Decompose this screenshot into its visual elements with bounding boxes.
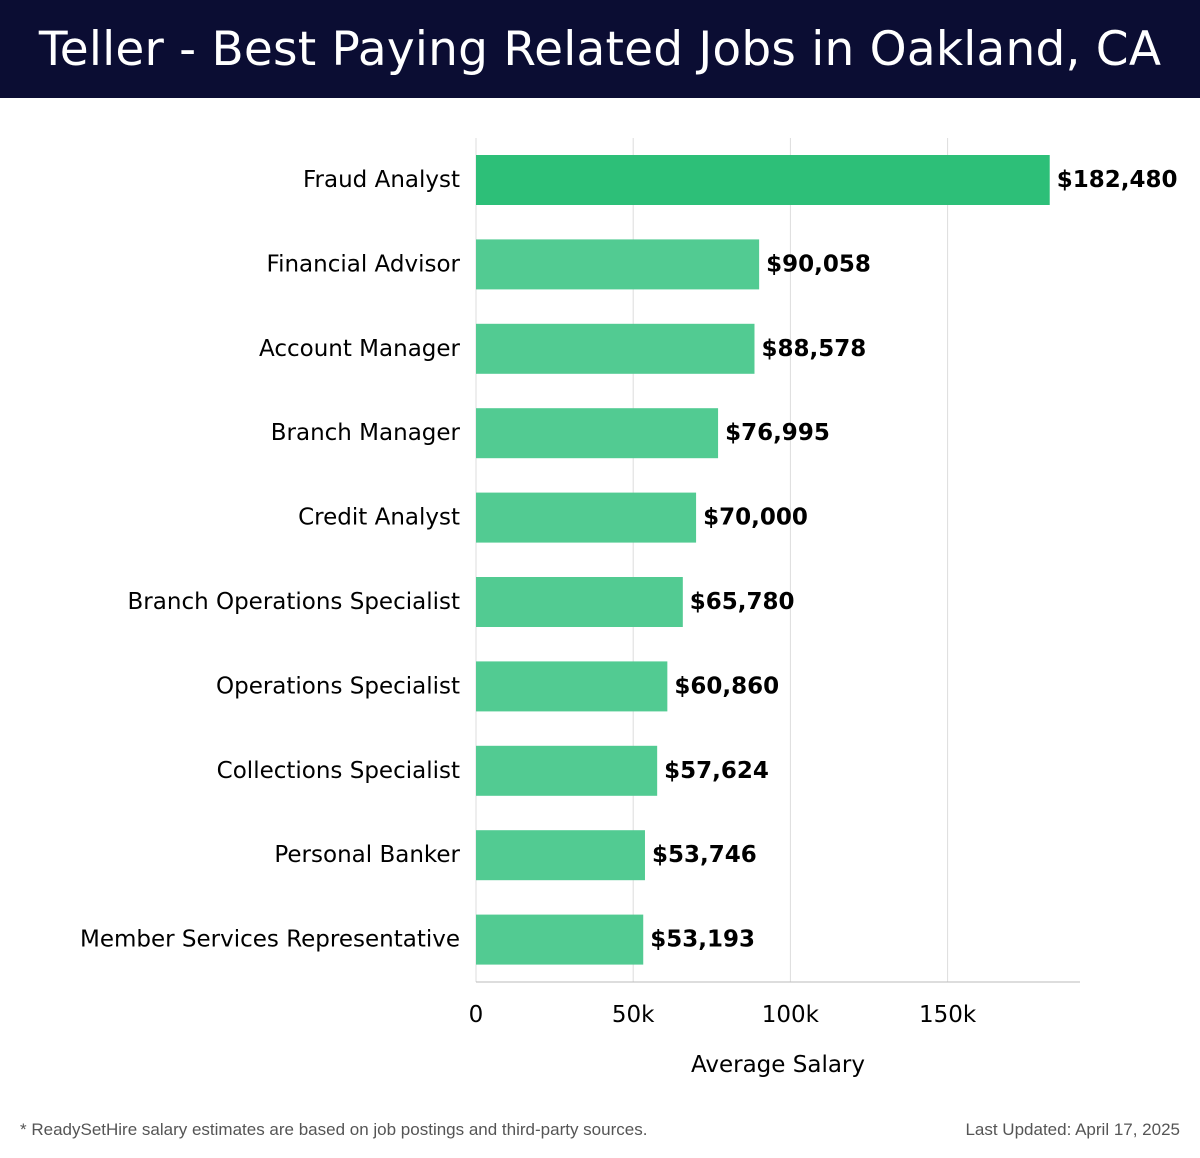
bar [476, 830, 645, 881]
category-label: Financial Advisor [267, 251, 461, 277]
value-label: $182,480 [1057, 167, 1178, 193]
value-label: $76,995 [725, 420, 830, 446]
value-label: $57,624 [664, 758, 769, 784]
bar [476, 155, 1050, 205]
last-updated: Last Updated: April 17, 2025 [965, 1120, 1180, 1139]
value-label: $88,578 [761, 336, 866, 362]
bar-chart: Fraud Analyst $182,480 Financial Advisor $9… [80, 138, 1178, 1078]
x-axis-title: Average Salary [691, 1052, 865, 1078]
chart-title: Teller - Best Paying Related Jobs in Oak… [38, 21, 1162, 77]
category-label: Member Services Representative [80, 927, 460, 953]
category-label: Credit Analyst [298, 505, 460, 531]
value-label: $90,058 [766, 251, 871, 277]
category-label: Branch Operations Specialist [128, 589, 460, 615]
value-label: $70,000 [703, 505, 808, 531]
bar [476, 323, 755, 374]
bar [476, 408, 719, 459]
footnote: * ReadySetHire salary estimates are base… [20, 1120, 648, 1139]
category-label: Account Manager [259, 336, 461, 362]
value-label: $60,860 [674, 673, 779, 699]
x-tick-label: 50k [612, 1002, 655, 1028]
x-tick-label: 150k [919, 1002, 977, 1028]
category-label: Branch Manager [271, 420, 461, 446]
value-label: $53,193 [650, 927, 755, 953]
category-label: Fraud Analyst [303, 167, 460, 193]
bar [476, 492, 697, 543]
bar [476, 577, 683, 627]
bar [476, 661, 668, 712]
bar [476, 914, 644, 965]
x-tick-label: 0 [469, 1002, 484, 1028]
bar [476, 239, 760, 290]
category-label: Operations Specialist [216, 673, 460, 699]
chart-header: Teller - Best Paying Related Jobs in Oak… [0, 0, 1200, 98]
category-label: Personal Banker [274, 842, 460, 868]
value-label: $53,746 [652, 842, 757, 868]
category-label: Collections Specialist [217, 758, 460, 784]
x-tick-label: 100k [762, 1002, 820, 1028]
value-label: $65,780 [690, 589, 795, 615]
bar [476, 745, 658, 796]
